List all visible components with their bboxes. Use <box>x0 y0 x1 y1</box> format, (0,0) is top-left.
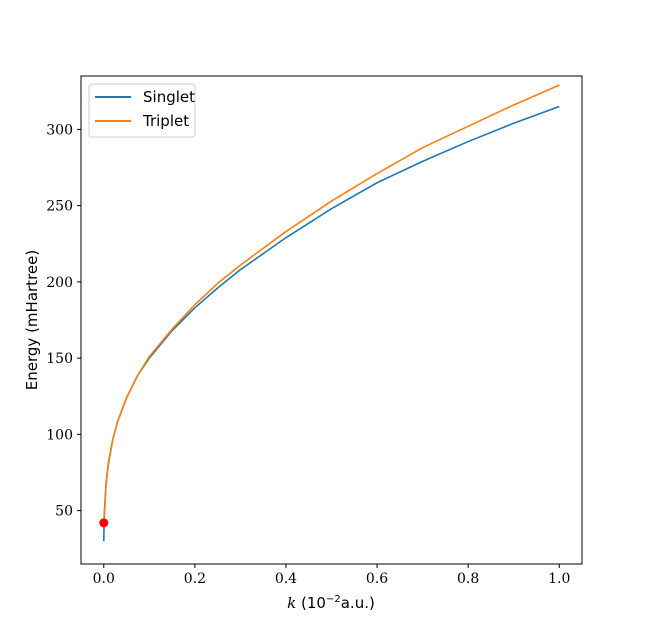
marker-point-0 <box>99 518 109 528</box>
x-axis-ticks: 0.0 0.2 0.4 0.6 0.8 1.0 <box>93 564 570 587</box>
x-axis-label-unit-prefix: (10 <box>296 594 326 612</box>
series-line-triplet <box>103 84 560 519</box>
x-axis-label-variable: k <box>287 594 296 612</box>
y-tick-label: 300 <box>46 122 73 138</box>
x-axis-label-unit-suffix: a.u.) <box>341 594 375 612</box>
y-tick-label: 150 <box>46 351 73 367</box>
y-tick-label: 200 <box>46 275 73 291</box>
series-line-singlet <box>102 105 560 542</box>
x-tick-label: 0.2 <box>184 571 206 587</box>
y-tick-label: 100 <box>46 427 73 443</box>
x-tick-label: 0.4 <box>275 571 297 587</box>
x-tick-label: 0.6 <box>366 571 388 587</box>
plot-marks <box>99 84 560 542</box>
x-tick-label: 1.0 <box>548 571 570 587</box>
legend: Singlet Triplet <box>88 83 196 138</box>
legend-label-singlet: Singlet <box>143 88 195 106</box>
legend-label-triplet: Triplet <box>142 112 189 130</box>
x-axis-label-exponent: −2 <box>326 594 341 605</box>
y-axis-ticks: 50 100 150 200 250 300 <box>46 122 81 520</box>
y-axis-label: Energy (mHartree) <box>23 250 41 390</box>
plot-frame <box>80 75 583 565</box>
y-tick-label: 50 <box>55 504 73 520</box>
y-tick-label: 250 <box>46 199 73 215</box>
x-tick-label: 0.8 <box>457 571 479 587</box>
x-tick-label: 0.0 <box>93 571 115 587</box>
x-axis-label: k (10−2a.u.) <box>287 594 375 612</box>
